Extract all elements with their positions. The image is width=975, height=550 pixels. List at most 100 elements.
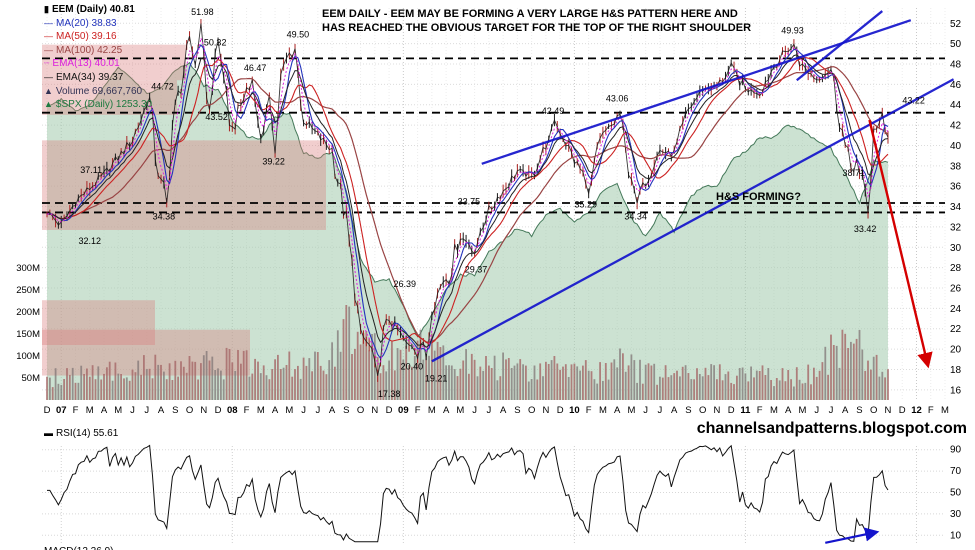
symbol-row: ▮ EEM (Daily) 40.81	[44, 3, 152, 17]
date-axis-tick: J	[315, 405, 320, 416]
ma20-legend-label: MA(20) 38.83	[56, 17, 117, 29]
price-axis-tick: 32	[950, 222, 962, 233]
date-axis-tick: N	[371, 405, 378, 416]
date-axis-tick: O	[357, 405, 364, 416]
date-axis-tick: M	[86, 405, 94, 416]
trendlines	[431, 10, 955, 363]
line-icon: —	[44, 31, 53, 42]
date-axis-tick: M	[627, 405, 635, 416]
date-axis-tick: O	[528, 405, 535, 416]
ema34-legend-row: — EMA(34) 39.37	[44, 71, 152, 85]
date-axis-tick: D	[899, 405, 906, 416]
date-axis-tick: M	[428, 405, 436, 416]
price-label: 43.22	[902, 96, 925, 106]
price-axis-tick: 24	[950, 304, 962, 315]
date-axis-tick: S	[856, 405, 862, 416]
chart-legend: ▮ EEM (Daily) 40.81 — MA(20) 38.83— MA(50) …	[44, 3, 152, 112]
date-axis-tick: S	[514, 405, 520, 416]
price-label: 43.52	[205, 112, 228, 122]
date-axis-tick: J	[486, 405, 491, 416]
volume-axis-tick: 250M	[16, 285, 40, 296]
date-axis-tick: O	[699, 405, 706, 416]
rsi-line-icon: ▬	[44, 428, 53, 438]
moving-averages	[46, 36, 889, 365]
rsi-panel: 90 70 50 30 10	[42, 444, 962, 545]
date-axis-tick: F	[757, 405, 763, 416]
date-axis-tick: A	[329, 405, 336, 416]
date-axis-tick: N	[713, 405, 720, 416]
date-axis-tick: A	[842, 405, 849, 416]
date-axis-tick: J	[130, 405, 135, 416]
date-axis-tick: S	[685, 405, 691, 416]
price-axis-tick: 36	[950, 182, 962, 193]
price-axis-tick: 22	[950, 324, 962, 335]
price-axis-tick: 28	[950, 263, 962, 274]
date-axis-tick: O	[186, 405, 193, 416]
price-axis-tick: 44	[950, 100, 962, 111]
candlestick-icon: ▮	[44, 4, 49, 14]
price-axis-tick: 34	[950, 202, 962, 213]
rsi-axis-tick: 50	[950, 488, 962, 499]
volume-axis-tick: 150M	[16, 329, 40, 340]
date-axis-tick: M	[941, 405, 949, 416]
date-axis-tick: J	[301, 405, 306, 416]
date-axis-tick: D	[44, 405, 51, 416]
date-axis-tick: A	[671, 405, 678, 416]
date-axis-tick: F	[586, 405, 592, 416]
volume-axis-tick: 200M	[16, 307, 40, 318]
ma50-legend-label: MA(50) 39.16	[56, 31, 117, 43]
price-label: 51.98	[191, 7, 214, 17]
date-axis-tick: 10	[569, 405, 580, 416]
date-axis-tick: A	[272, 405, 279, 416]
ma100-legend-row: — MA(100) 42.25	[44, 44, 152, 58]
date-axis-tick: N	[885, 405, 892, 416]
date-axis-tick: J	[472, 405, 477, 416]
price-label: 38.71	[843, 168, 866, 178]
date-axis-tick: M	[257, 405, 265, 416]
rsi-axis-tick: 30	[950, 509, 962, 520]
date-axis-tick: F	[244, 405, 250, 416]
hs-forming-label: H&S FORMING?	[716, 191, 801, 203]
price-label: 33.75	[458, 196, 481, 206]
price-label: 44.72	[151, 81, 174, 91]
price-label: 34.34	[624, 212, 647, 222]
date-axis-tick: M	[798, 405, 806, 416]
price-label: 19.21	[425, 374, 448, 384]
line-icon: —	[44, 71, 53, 82]
date-axis-tick: J	[814, 405, 819, 416]
date-axis-tick: M	[599, 405, 607, 416]
clipped-macd-legend: MACD(12,26,9)	[44, 546, 113, 550]
date-axis-tick: A	[614, 405, 621, 416]
rsi-axis-tick: 10	[950, 530, 962, 541]
volume-legend-row: ▲ Volume 69,667,760	[44, 85, 152, 99]
date-axis-tick: A	[500, 405, 507, 416]
ma20-legend-row: — MA(20) 38.83	[44, 17, 152, 31]
price-axis-tick: 20	[950, 345, 962, 356]
price-label: 34.38	[153, 212, 176, 222]
price-label: 20.40	[401, 361, 424, 371]
date-axis-tick: A	[101, 405, 108, 416]
dotted-line-icon: ┈	[44, 58, 50, 69]
price-axis-tick: 18	[950, 365, 962, 376]
area-icon: ▲	[44, 99, 53, 110]
chart-annotations: 51.98 50.32 49.50 46.47 44.72 43.52 39.22 37.11…	[78, 7, 933, 399]
spx-legend-label: $SPX (Daily) 1253.30	[55, 99, 153, 111]
date-axis-tick: N	[200, 405, 207, 416]
date-axis-tick: J	[144, 405, 149, 416]
area-icon: ▲	[44, 85, 53, 96]
date-axis-tick: 07	[56, 405, 67, 416]
symbol-label: EEM (Daily) 40.81	[51, 4, 135, 15]
volume-axis-tick: 100M	[16, 351, 40, 362]
spx-legend-row: ▲ $SPX (Daily) 1253.30	[44, 98, 152, 112]
headline-line-2: HAS REACHED THE OBVIOUS TARGET FOR THE T…	[322, 22, 752, 34]
date-axis-tick: M	[114, 405, 122, 416]
volume-axis-tick: 300M	[16, 263, 40, 274]
date-axis-tick: M	[285, 405, 293, 416]
line-icon: —	[44, 44, 53, 55]
date-axis-tick: D	[386, 405, 393, 416]
date-axis-tick: S	[172, 405, 178, 416]
chart-headline: EEM DAILY - EEM MAY BE FORMING A VERY LA…	[322, 7, 751, 35]
price-label: 49.93	[781, 25, 804, 35]
price-axis-tick: 42	[950, 121, 962, 132]
